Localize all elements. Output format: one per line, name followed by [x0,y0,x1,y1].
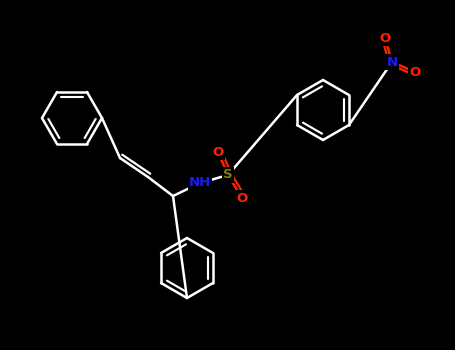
Text: NH: NH [189,176,211,189]
Text: O: O [212,146,223,159]
Text: O: O [410,65,420,78]
Text: O: O [237,191,248,204]
Text: S: S [223,168,233,182]
Text: N: N [386,56,398,69]
Text: O: O [379,32,391,44]
